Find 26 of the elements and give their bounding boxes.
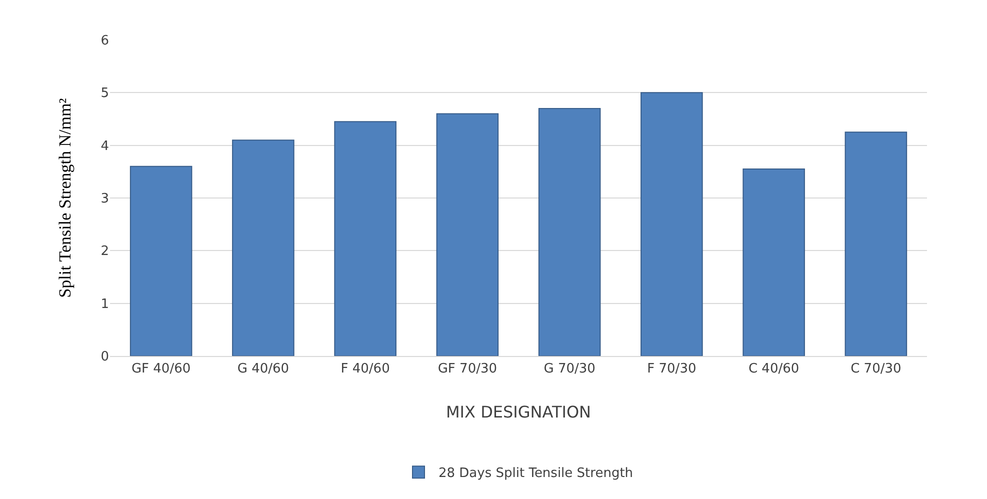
y-axis-title: Split Tensile Strength N/mm² <box>55 98 74 298</box>
x-axis-title: MIX DESIGNATION <box>446 402 591 422</box>
y-tick-label: 1 <box>100 296 109 312</box>
x-tick-label: F 70/30 <box>647 362 696 377</box>
y-tick-label: 6 <box>100 34 109 49</box>
x-tick-label: GF 40/60 <box>131 362 191 377</box>
bar <box>640 92 703 356</box>
bar <box>538 108 601 356</box>
x-tick-label: G 70/30 <box>544 362 596 377</box>
bar <box>334 121 396 356</box>
bar <box>232 140 294 356</box>
x-tick-label: C 40/60 <box>748 362 800 377</box>
x-tick-label: G 40/60 <box>237 362 290 377</box>
y-tick-label: 3 <box>100 192 109 207</box>
y-tick-label: 5 <box>100 86 109 102</box>
legend-label: 28 Days Split Tensile Strength <box>438 466 634 482</box>
y-tick-label: 2 <box>100 244 109 260</box>
x-tick-label: F 40/60 <box>340 362 390 377</box>
bar <box>130 166 192 356</box>
x-tick-label: GF 70/30 <box>438 362 498 377</box>
x-tick-label: C 70/30 <box>850 362 902 377</box>
y-tick-label: 0 <box>100 350 109 365</box>
bar <box>436 113 499 356</box>
bar <box>844 132 908 356</box>
y-tick-label: 4 <box>100 138 109 154</box>
bar <box>742 168 805 356</box>
